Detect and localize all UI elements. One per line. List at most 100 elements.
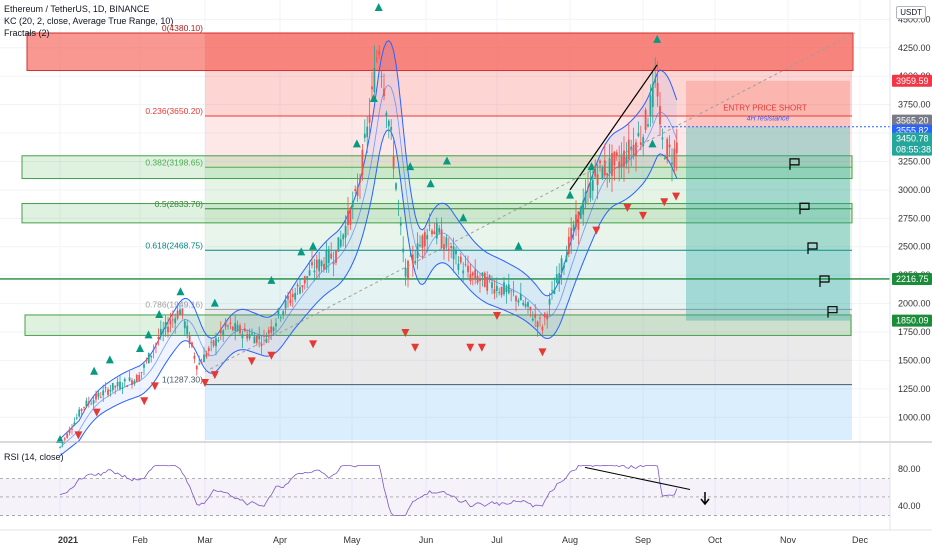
candle-body[interactable] [661,137,664,140]
candle-body[interactable] [551,290,553,292]
candle-body[interactable] [325,250,328,270]
candle-body[interactable] [606,173,609,176]
candle-body[interactable] [423,232,426,247]
candle-body[interactable] [675,142,678,154]
candle-body[interactable] [296,284,299,287]
candle-body[interactable] [486,277,489,291]
candle-body[interactable] [75,417,78,419]
candle-body[interactable] [673,148,676,167]
candle-body[interactable] [147,353,150,364]
candle-body[interactable] [236,324,239,331]
candle-body[interactable] [80,409,83,411]
candle-body[interactable] [546,314,549,320]
rsi-legend[interactable]: RSI (14, close) [4,452,64,462]
candle-body[interactable] [200,361,203,365]
candle-body[interactable] [356,186,359,197]
candle-body[interactable] [536,321,539,328]
kc-basis[interactable] [59,84,678,448]
candle-body[interactable] [90,403,93,405]
short-stop-zone[interactable] [686,80,850,127]
candle-body[interactable] [99,397,102,398]
candle-body[interactable] [385,112,388,116]
candle-body[interactable] [479,279,481,281]
candle-body[interactable] [73,422,76,426]
candle-body[interactable] [128,377,131,381]
candle-body[interactable] [342,234,345,240]
candle-body[interactable] [491,282,493,289]
candle-body[interactable] [671,162,673,165]
candle-body[interactable] [627,139,630,160]
candle-body[interactable] [503,282,505,295]
candle-body[interactable] [476,276,479,283]
candle-body[interactable] [635,142,637,156]
demand-zone-3[interactable] [24,314,852,336]
candle-body[interactable] [510,290,513,292]
price-tag[interactable] [892,132,932,145]
candle-body[interactable] [507,284,510,294]
candle-body[interactable] [171,319,174,321]
candle-body[interactable] [308,270,311,276]
candle-body[interactable] [167,326,169,333]
candle-body[interactable] [541,326,544,331]
candle-body[interactable] [596,174,599,185]
candle-body[interactable] [555,274,558,283]
candle-body[interactable] [630,146,633,151]
candle-body[interactable] [258,335,261,340]
candle-body[interactable] [164,322,167,329]
candle-body[interactable] [354,189,357,191]
candle-body[interactable] [443,244,445,251]
candle-body[interactable] [438,227,441,233]
candle-body[interactable] [102,390,105,396]
candle-body[interactable] [527,302,529,307]
candle-body[interactable] [368,114,371,123]
candle-body[interactable] [272,327,275,331]
candle-body[interactable] [565,255,568,263]
candle-body[interactable] [587,186,589,189]
candle-body[interactable] [411,254,414,265]
candle-body[interactable] [107,389,109,395]
candle-body[interactable] [270,326,273,333]
candle-body[interactable] [193,355,196,359]
candle-body[interactable] [584,191,587,205]
candle-body[interactable] [399,222,402,226]
candle-body[interactable] [61,443,64,444]
candle-body[interactable] [380,76,383,77]
candle-body[interactable] [207,347,210,352]
candle-body[interactable] [85,400,88,407]
candle-body[interactable] [335,249,337,263]
symbol-legend[interactable]: Ethereum / TetherUS, 1D, BINANCE [4,4,150,14]
candle-body[interactable] [315,259,318,269]
candle-body[interactable] [363,133,366,139]
candle-body[interactable] [320,260,323,267]
candle-body[interactable] [659,106,661,125]
candle-body[interactable] [347,210,349,225]
candle-body[interactable] [145,359,148,361]
candle-body[interactable] [500,286,503,296]
candle-body[interactable] [515,296,517,302]
candle-body[interactable] [291,293,294,298]
candle-body[interactable] [224,321,227,327]
candle-body[interactable] [625,156,628,164]
candle-body[interactable] [579,207,582,219]
candle-body[interactable] [186,325,189,335]
candle-body[interactable] [447,248,450,251]
candle-body[interactable] [553,289,556,295]
candle-body[interactable] [349,209,352,225]
candle-body[interactable] [543,313,546,318]
candle-body[interactable] [152,349,155,351]
candle-body[interactable] [243,328,246,332]
candle-body[interactable] [613,151,616,166]
candle-body[interactable] [188,335,191,345]
candle-body[interactable] [203,354,205,363]
candle-body[interactable] [181,308,184,316]
candle-body[interactable] [572,224,575,231]
candle-body[interactable] [512,291,515,293]
fractals-legend[interactable]: Fractals (2) [4,28,50,38]
candle-body[interactable] [212,340,215,346]
candle-body[interactable] [222,330,225,335]
candle-body[interactable] [668,144,671,148]
candle-body[interactable] [116,381,119,387]
price-tag[interactable] [892,143,932,156]
price-tag[interactable] [892,272,932,285]
